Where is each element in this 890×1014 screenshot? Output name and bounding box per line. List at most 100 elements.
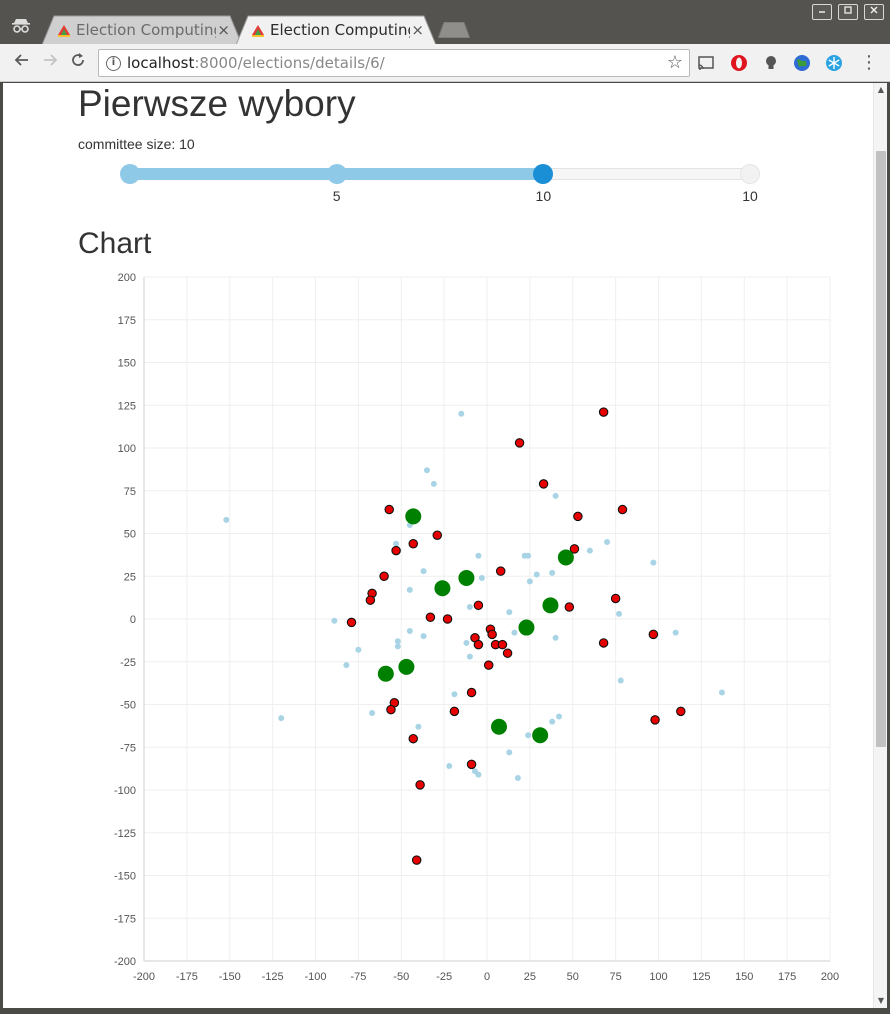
voter-point: [394, 643, 401, 650]
voter-point: [415, 723, 422, 730]
voter-point: [420, 568, 427, 575]
slider-handle-3[interactable]: [740, 164, 760, 184]
voter-point: [617, 677, 624, 684]
url-text[interactable]: localhost:8000/elections/details/6/: [127, 50, 385, 76]
voter-point: [511, 629, 518, 636]
candidate-point: [386, 704, 396, 715]
forward-button[interactable]: [38, 51, 62, 75]
tab-election-computing-2[interactable]: Election Computing ×: [236, 15, 436, 45]
minimize-button[interactable]: [812, 4, 832, 20]
committee-size-slider[interactable]: 5 10 10: [113, 161, 763, 206]
snowflake-icon[interactable]: [824, 53, 844, 73]
voter-point: [525, 732, 532, 739]
menu-icon[interactable]: ⋮: [860, 52, 878, 73]
candidate-point: [648, 629, 659, 640]
x-tick-label: -100: [304, 971, 326, 983]
tab-election-computing-1[interactable]: Election Computing ×: [42, 15, 242, 45]
tab-title: Election Computing: [270, 21, 410, 39]
vertical-scrollbar[interactable]: ▲ ▼: [873, 83, 887, 1008]
x-tick-label: -175: [176, 971, 198, 983]
scrollbar-thumb[interactable]: [876, 151, 886, 747]
voter-point: [552, 634, 559, 641]
close-window-button[interactable]: [864, 4, 884, 20]
voter-point: [343, 662, 350, 669]
candidate-point: [449, 706, 460, 717]
candidate-point: [408, 539, 419, 549]
candidate-point: [411, 855, 422, 865]
globe-icon[interactable]: [792, 53, 812, 73]
back-button[interactable]: [10, 51, 34, 75]
forward-icon: [44, 54, 58, 66]
candidate-point: [379, 571, 389, 581]
cast-icon[interactable]: [696, 53, 716, 73]
voter-point: [430, 480, 437, 487]
candidate-point: [365, 595, 376, 605]
voter-point: [223, 516, 230, 523]
y-tick-label: -125: [114, 828, 136, 840]
slider-tick-label: 5: [332, 188, 341, 204]
maximize-button[interactable]: [838, 4, 858, 20]
voter-point: [549, 569, 556, 576]
y-tick-label: 50: [124, 529, 136, 541]
tab-close-icon[interactable]: ×: [217, 21, 230, 39]
voter-point: [406, 627, 413, 634]
voter-point: [604, 539, 611, 546]
voter-point: [393, 540, 400, 547]
candidate-point: [442, 614, 453, 624]
y-tick-label: 175: [118, 315, 136, 327]
candidate-point: [514, 438, 525, 448]
bulb-icon[interactable]: [761, 53, 781, 73]
candidate-point: [483, 660, 494, 670]
candidate-point: [391, 545, 401, 556]
url-path: :8000/elections/details/6/: [194, 54, 385, 72]
slider-handle-2[interactable]: [533, 164, 554, 184]
candidate-point: [466, 759, 477, 770]
voter-point: [586, 547, 593, 554]
tab-close-icon[interactable]: ×: [411, 21, 424, 39]
winner-point: [491, 718, 508, 735]
candidate-point: [564, 602, 575, 612]
x-tick-label: 75: [610, 971, 622, 983]
winner-point: [434, 580, 451, 597]
voter-point: [278, 715, 285, 722]
page-title: Pierwsze wybory: [78, 83, 356, 124]
candidate-point: [676, 706, 686, 717]
browser-toolbar: i localhost:8000/elections/details/6/ ☆ …: [0, 44, 890, 82]
scroll-up-icon[interactable]: ▲: [877, 85, 885, 94]
voter-point: [616, 610, 623, 617]
scroll-down-icon[interactable]: ▼: [877, 996, 885, 1005]
candidate-point: [415, 780, 425, 790]
y-tick-label: -25: [120, 657, 136, 669]
y-tick-label: -50: [120, 700, 136, 712]
x-tick-label: -75: [350, 971, 366, 983]
minimize-icon: [819, 11, 825, 13]
voter-point: [369, 710, 376, 717]
winner-point: [518, 619, 535, 636]
close-icon: [870, 6, 878, 14]
voter-point: [458, 410, 465, 417]
voter-point: [466, 653, 473, 660]
slider-handle-0[interactable]: [120, 164, 140, 184]
voter-point: [526, 578, 533, 585]
new-tab-button[interactable]: [438, 22, 470, 38]
voter-point: [552, 492, 559, 499]
y-tick-label: -100: [114, 785, 136, 797]
winner-point: [532, 727, 549, 744]
candidate-point: [617, 504, 628, 515]
star-icon[interactable]: ☆: [666, 52, 683, 73]
tab-background: [42, 15, 242, 45]
voter-point: [478, 574, 485, 581]
winner-point: [398, 658, 415, 675]
opera-icon[interactable]: [729, 53, 749, 73]
voter-point: [463, 639, 470, 646]
candidate-point: [610, 593, 621, 604]
slider-handle-1[interactable]: [326, 164, 347, 184]
tab-strip: Election Computing × Election Computing …: [0, 0, 890, 45]
candidate-point: [346, 617, 357, 628]
info-icon[interactable]: i: [106, 56, 121, 71]
maximize-icon: [844, 6, 852, 14]
x-tick-label: 50: [567, 971, 579, 983]
candidate-point: [497, 639, 508, 650]
address-bar[interactable]: i localhost:8000/elections/details/6/ ☆: [98, 49, 690, 77]
reload-button[interactable]: [66, 51, 90, 75]
